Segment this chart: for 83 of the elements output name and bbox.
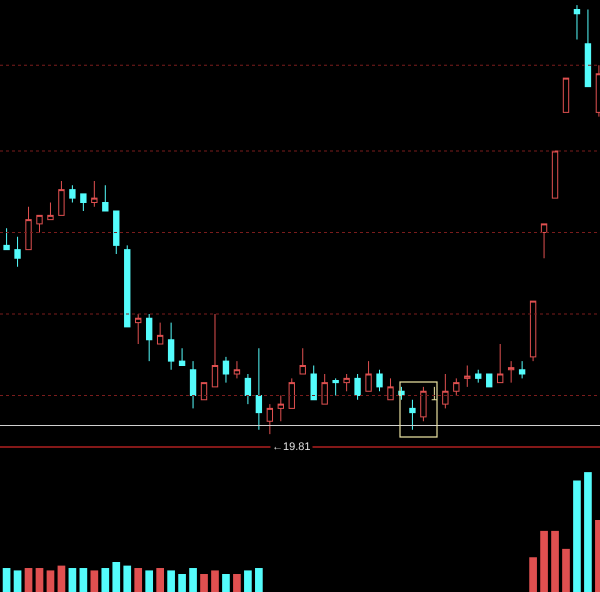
candlestick [354,374,361,400]
candlestick [584,8,592,88]
bar [584,472,592,592]
bar [156,568,164,592]
bar [529,557,537,592]
candlestick [102,184,108,212]
bar [134,568,142,592]
bar [255,568,263,592]
bar [244,570,252,592]
candlestick [376,369,383,392]
candlestick [518,360,526,379]
candlestick [244,374,252,405]
candlestick [266,404,274,435]
candlestick [453,378,460,396]
bar [200,574,208,592]
candlestick [212,313,218,388]
candlestick [178,348,186,366]
bar [58,566,66,592]
bar [189,568,197,592]
bar [68,568,76,592]
candlestick [278,394,284,422]
candlestick [124,244,130,328]
candlestick [69,184,76,203]
candlestick [190,360,196,409]
bar [24,568,32,592]
candlestick [234,360,240,379]
candlestick [442,374,449,409]
candlestick [343,374,350,392]
candlestick [562,78,570,113]
candlestick [113,210,120,254]
candlestick [156,322,164,345]
candlestick [14,236,21,268]
candlestick [540,223,548,259]
candlestick [200,382,208,400]
bar [167,570,175,592]
candlestick [168,322,174,370]
bar [101,568,110,592]
candlestick [574,4,580,40]
candlestick [497,344,504,384]
candlestick [365,360,372,392]
bar [145,570,154,592]
candlestick [3,228,10,250]
candlestick [387,378,394,400]
candlestick [58,180,65,216]
candlestick [552,150,558,199]
candlestick [310,364,317,400]
bar [562,548,570,592]
candlestick [256,348,262,430]
candlestick [80,193,87,212]
candlestick [300,348,306,375]
bar [123,566,132,592]
bar [90,570,98,592]
candlestick [146,313,152,362]
bar [112,562,120,592]
bar [14,570,22,592]
bar [80,568,88,592]
candlestick [321,374,328,405]
bar [211,570,219,592]
candlestick [464,364,470,388]
candlestick [91,180,98,208]
candlestick [135,313,142,345]
candlestick [36,214,43,233]
candlestick [222,356,230,384]
candlestick [47,202,54,220]
bar [222,574,230,592]
candlestick [420,386,427,422]
candlestick [288,378,295,409]
text: ←19.81 [272,441,311,453]
bar [233,574,241,592]
bar [46,570,54,592]
candlestick [508,360,514,384]
candlestick [409,399,416,430]
candlestick [25,206,32,250]
bar [2,568,10,592]
bar [178,574,186,592]
candlestick [530,300,536,362]
bar [573,480,581,592]
bar [36,568,44,592]
candlestick [332,378,339,396]
bar [551,530,559,592]
candlestick [475,369,482,384]
bar [540,530,548,592]
candlestick [486,374,492,388]
